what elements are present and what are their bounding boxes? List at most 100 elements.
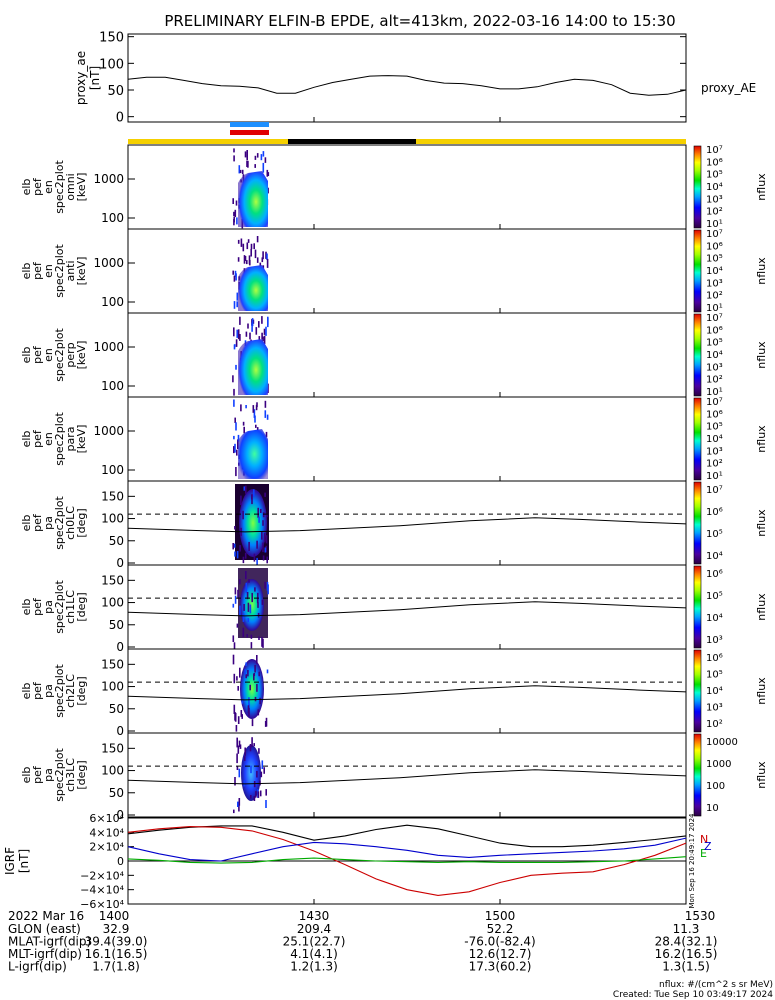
pa-ylabel-line: spec2plot: [53, 580, 66, 634]
spectrogram-speckle: [261, 316, 263, 324]
spectrogram-speckle: [237, 434, 240, 442]
sunlit-bar-1: [128, 139, 288, 144]
spectrogram-speckle: [247, 602, 250, 612]
pa-colorbar-label: nflux: [755, 761, 768, 789]
spectrogram-speckle: [236, 301, 238, 308]
spectrogram-speckle: [264, 400, 267, 408]
spectrogram-speckle: [236, 737, 238, 748]
spectrogram-speckle: [240, 238, 243, 247]
energy-colorbar-label: nflux: [755, 173, 768, 201]
spectrogram-speckle: [244, 256, 247, 261]
spectrogram-speckle: [235, 273, 237, 281]
spectrogram-speckle: [253, 409, 256, 418]
igrf-n-line: [127, 826, 687, 896]
spectrogram-speckle: [233, 148, 235, 153]
spectrogram-speckle: [252, 405, 255, 413]
x-row-value: 17.3(60.2): [469, 960, 532, 974]
spectrogram-speckle: [236, 551, 239, 559]
energy-colorbar-tick: 10¹: [706, 471, 723, 482]
spectrogram-speckle: [266, 258, 269, 268]
spectrogram-speckle: [236, 765, 239, 770]
spectrogram-speckle: [235, 725, 238, 732]
spectrogram-speckle: [248, 707, 250, 717]
spectrogram-speckle: [264, 492, 266, 497]
energy-ytick-label: 1000: [93, 424, 124, 438]
x-row-value: 16.1(16.5): [85, 947, 148, 961]
spectrogram-speckle: [237, 239, 240, 244]
energy-colorbar-tick: 10⁵: [706, 170, 723, 181]
energy-ylabel-line: elb: [20, 179, 33, 196]
date-label: 2022 Mar 16: [8, 909, 84, 923]
spectrogram-speckle: [238, 165, 241, 174]
ae-panel: 0 50 100 150 proxy_ae [nT] proxy_AE: [74, 31, 756, 126]
energy-colorbar-tick: 10⁶: [706, 325, 723, 336]
spectrogram-speckle: [248, 255, 251, 265]
pa-panel-frame: [127, 480, 687, 566]
spectrogram-speckle: [255, 327, 258, 335]
spectrogram-speckle: [251, 318, 254, 327]
pa-ylabel-line: [deg]: [75, 592, 88, 621]
pitch-angle-panels: 050100150elbpefpaspec2plotch0LC[deg]10⁴1…: [20, 480, 768, 822]
pa-ytick-label: 100: [101, 764, 124, 778]
pa-ylabel-line: pa: [42, 768, 55, 782]
energy-colorbar-tick: 10⁷: [706, 313, 723, 324]
spectrogram-speckle: [237, 686, 239, 691]
spectrogram-speckle: [256, 596, 259, 604]
spectrogram-speckle: [255, 404, 258, 411]
spectrogram-speckle: [256, 540, 258, 549]
x-row-value: 1.7(1.8): [92, 960, 140, 974]
pa-ylabel-line: [deg]: [75, 760, 88, 789]
spectrogram-speckle: [232, 603, 235, 608]
pa-colorbar-tick: 10⁵: [706, 591, 723, 602]
energy-colorbar-tick: 10²: [706, 207, 723, 218]
spectrogram-speckle: [240, 710, 243, 717]
pa-colorbar-tick: 10⁴: [706, 613, 723, 624]
science-zone-bar-blue: [230, 122, 269, 127]
spectrogram-speckle: [235, 422, 237, 431]
spectrogram-speckle: [238, 798, 241, 806]
spectrogram-speckle: [232, 270, 234, 275]
x-row-label: MLT-igrf(dip): [8, 947, 82, 961]
spectrogram-speckle: [234, 551, 236, 557]
energy-ylabel-line: pef: [31, 429, 44, 448]
spectrogram-speckle: [253, 743, 255, 747]
spectrogram-speckle: [245, 485, 247, 494]
pa-ylabel-line: pa: [42, 600, 55, 614]
spectrogram-speckle: [239, 579, 241, 585]
spectrogram-speckle: [234, 595, 237, 604]
spectrogram-speckle: [251, 494, 253, 505]
spectrogram-speckle: [245, 405, 247, 409]
spectrogram-speckle: [245, 331, 248, 337]
spectrogram-speckle: [261, 332, 263, 340]
spectrogram-speckle: [239, 667, 241, 678]
spectrogram-speckle: [233, 399, 235, 407]
pa-ytick-label: 50: [109, 618, 124, 632]
pa-ylabel-line: pef: [31, 513, 44, 532]
energy-ylabel-line: pef: [31, 177, 44, 196]
pa-ylabel-line: pa: [42, 684, 55, 698]
spectrogram-speckle: [260, 508, 262, 513]
spectrogram-speckle: [264, 721, 267, 727]
spectrogram-speckle: [242, 243, 245, 252]
spectrogram-speckle: [245, 674, 247, 679]
spectrogram-speckle: [260, 771, 263, 778]
pa-ytick-label: 100: [101, 512, 124, 526]
energy-colorbar: [693, 313, 702, 397]
status-bars: [128, 122, 686, 144]
energy-colorbar-tick: 10²: [706, 459, 723, 470]
spectrogram-speckle: [236, 623, 239, 628]
spectrogram-speckle: [266, 669, 269, 674]
spectrogram-speckle: [246, 150, 248, 160]
spectrogram-speckle: [233, 673, 236, 684]
spectrogram-speckle: [244, 747, 246, 756]
spectrogram-speckle: [256, 655, 258, 664]
spectrogram-speckle: [256, 236, 259, 243]
energy-ytick-label: 100: [101, 211, 124, 225]
energy-ylabel-line: en: [42, 348, 55, 362]
spectrogram-speckle: [243, 486, 246, 491]
energy-flux-enhancement: [238, 429, 268, 479]
spectrogram-speckle: [258, 636, 260, 640]
pa-ylabel-line: elb: [20, 599, 33, 616]
spectrogram-speckle: [264, 410, 267, 418]
spectrogram-speckle: [243, 780, 246, 787]
